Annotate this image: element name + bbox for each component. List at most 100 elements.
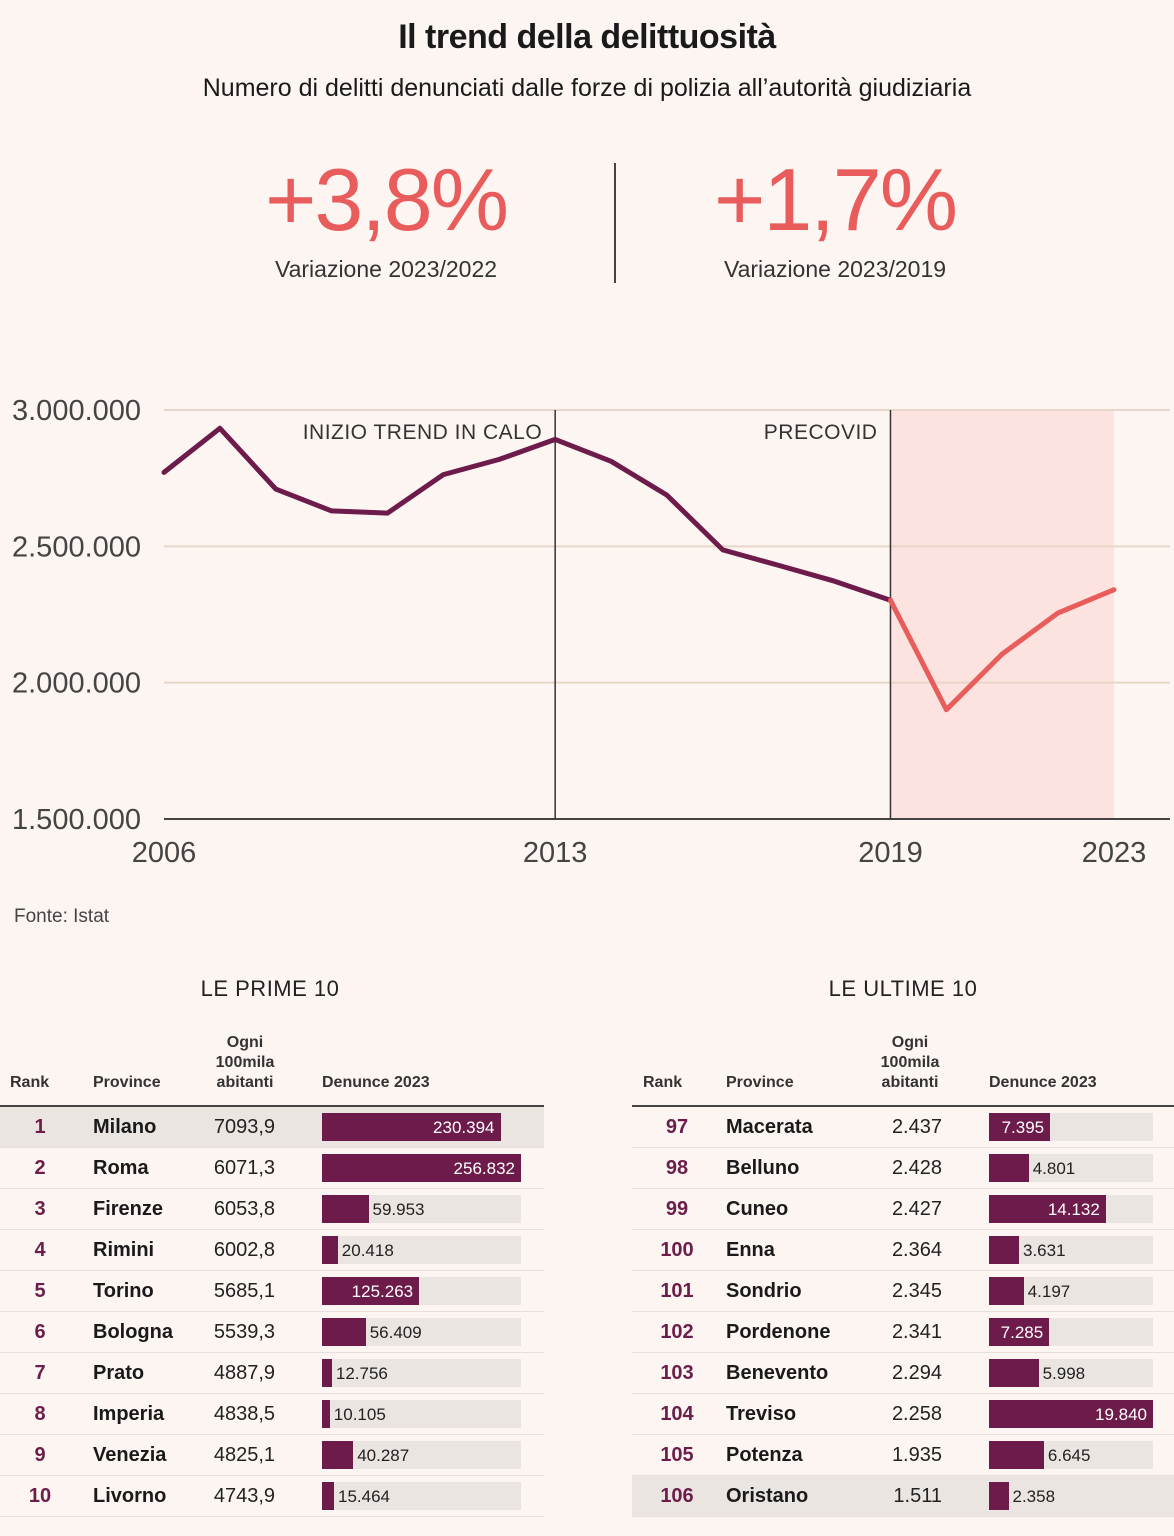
rate-cell: 4825,1 xyxy=(213,1444,275,1466)
table-row: 103 Benevento 2.294 5.998 xyxy=(632,1353,1174,1394)
province-cell: Venezia xyxy=(93,1444,167,1466)
bar xyxy=(322,1359,332,1387)
province-cell: Treviso xyxy=(726,1403,797,1425)
rank-cell: 7 xyxy=(34,1362,46,1384)
rate-cell: 4743,9 xyxy=(213,1485,275,1507)
bar-value-label: 12.756 xyxy=(335,1364,388,1383)
rank-cell: 5 xyxy=(34,1280,46,1302)
column-header-province: Province xyxy=(726,1074,794,1091)
line-chart: 3.000.000 2.500.000 2.000.000 1.500.0002006… xyxy=(12,395,1170,869)
bar xyxy=(322,1318,366,1346)
table-heading-top10: LE PRIME 10 xyxy=(200,976,340,1001)
bar-value-label: 4.197 xyxy=(1027,1282,1071,1301)
rate-cell: 5539,3 xyxy=(213,1321,275,1343)
bar-value-label: 6.645 xyxy=(1047,1446,1091,1465)
province-cell: Torino xyxy=(93,1280,154,1302)
rate-cell: 6002,8 xyxy=(213,1239,275,1261)
bar-track: 19.840 xyxy=(989,1400,1153,1428)
rate-cell: 2.428 xyxy=(891,1157,942,1179)
column-header-rank: Rank xyxy=(643,1074,683,1091)
rank-cell: 102 xyxy=(660,1321,694,1343)
kpi-value: +3,8% xyxy=(265,150,509,249)
province-cell: Prato xyxy=(93,1362,145,1384)
province-cell: Firenze xyxy=(93,1198,164,1220)
bar-track: 56.409 xyxy=(322,1318,521,1346)
province-cell: Imperia xyxy=(93,1403,165,1425)
rate-cell: 2.364 xyxy=(891,1239,942,1261)
rate-cell: 4838,5 xyxy=(213,1403,275,1425)
rank-cell: 97 xyxy=(665,1116,689,1138)
column-header-reports: Denunce 2023 xyxy=(322,1074,430,1091)
x-tick-label: 2013 xyxy=(523,837,588,869)
rate-cell: 2.294 xyxy=(891,1362,942,1384)
y-tick-label: 2.000.000 xyxy=(12,668,141,700)
y-tick-label: 3.000.000 xyxy=(12,395,141,427)
province-cell: Milano xyxy=(93,1116,157,1138)
series-line-pre-covid xyxy=(161,425,893,603)
bar-track: 4.197 xyxy=(989,1277,1153,1305)
rank-cell: 103 xyxy=(660,1362,694,1384)
bar xyxy=(322,1277,420,1305)
bar-track: 125.263 xyxy=(322,1277,521,1305)
bar-track: 15.464 xyxy=(322,1482,521,1510)
rate-cell: 2.345 xyxy=(891,1280,942,1302)
table-row: 1 Milano 7093,9 230.394 xyxy=(0,1107,544,1148)
bar xyxy=(322,1236,338,1264)
province-cell: Pordenone xyxy=(726,1321,831,1343)
bottom10-table: Rank Province Ogni 100mila abitanti Denunce… xyxy=(632,1030,1174,1517)
bar xyxy=(322,1113,501,1141)
table-row: 4 Rimini 6002,8 20.418 xyxy=(0,1230,544,1271)
kpi-variation-2023-2019: +1,7% Variazione 2023/2019 xyxy=(605,150,1065,283)
bar-value-label: 3.631 xyxy=(1023,1241,1066,1260)
province-cell: Potenza xyxy=(726,1444,803,1466)
bar-value-label: 4.801 xyxy=(1032,1159,1076,1178)
table-row: 100 Enna 2.364 3.631 xyxy=(632,1230,1174,1271)
kpi-divider xyxy=(614,163,616,283)
table-row: 7 Prato 4887,9 12.756 xyxy=(0,1353,544,1394)
x-tick-label: 2019 xyxy=(858,837,923,869)
table-header: Rank Province Ogni 100mila abitanti Denunce… xyxy=(632,1030,1174,1107)
bar-track: 20.418 xyxy=(322,1236,521,1264)
rank-cell: 99 xyxy=(665,1198,689,1220)
bar xyxy=(989,1318,1050,1346)
bar-track: 59.953 xyxy=(322,1195,521,1223)
bar xyxy=(322,1400,330,1428)
bar xyxy=(989,1400,1153,1428)
table-row: 9 Venezia 4825,1 40.287 xyxy=(0,1435,544,1476)
bar-value-label: 2.358 xyxy=(1012,1487,1056,1506)
bar-track: 5.998 xyxy=(989,1359,1153,1387)
bar xyxy=(989,1195,1106,1223)
rank-cell: 6 xyxy=(34,1321,46,1343)
bar-track: 7.395 xyxy=(989,1113,1153,1141)
bar-value-label: 14.132 xyxy=(1047,1200,1100,1219)
bar-track: 2.358 xyxy=(989,1482,1153,1510)
rate-cell: 2.437 xyxy=(891,1116,942,1138)
bar xyxy=(989,1482,1009,1510)
rank-cell: 3 xyxy=(34,1198,46,1220)
rate-cell: 2.427 xyxy=(891,1198,942,1220)
rank-cell: 4 xyxy=(34,1239,46,1261)
rank-cell: 100 xyxy=(660,1239,694,1261)
table-row: 105 Potenza 1.935 6.645 xyxy=(632,1435,1174,1476)
x-tick-label: 2023 xyxy=(1082,837,1147,869)
table-row: 102 Pordenone 2.341 7.285 xyxy=(632,1312,1174,1353)
bar-value-label: 125.263 xyxy=(351,1282,414,1301)
province-cell: Sondrio xyxy=(726,1280,802,1302)
y-tick-label: 1.500.000 xyxy=(12,804,141,836)
province-cell: Roma xyxy=(93,1157,149,1179)
rank-cell: 101 xyxy=(660,1280,694,1302)
series-line-post-covid xyxy=(888,587,1117,713)
table-row: 3 Firenze 6053,8 59.953 xyxy=(0,1189,544,1230)
bar xyxy=(322,1441,354,1469)
bar-track: 6.645 xyxy=(989,1441,1153,1469)
kpi-label: Variazione 2023/2022 xyxy=(274,256,498,282)
bar-value-label: 230.394 xyxy=(433,1118,495,1137)
y-tick-label: 2.500.000 xyxy=(12,531,141,563)
province-cell: Livorno xyxy=(93,1485,167,1507)
rate-cell: 2.341 xyxy=(891,1321,942,1343)
bar-track: 256.832 xyxy=(322,1154,521,1182)
province-cell: Enna xyxy=(726,1239,775,1261)
province-cell: Bologna xyxy=(93,1321,173,1343)
kpi-value: +1,7% xyxy=(714,150,958,249)
bar-value-label: 7.395 xyxy=(1001,1118,1045,1137)
